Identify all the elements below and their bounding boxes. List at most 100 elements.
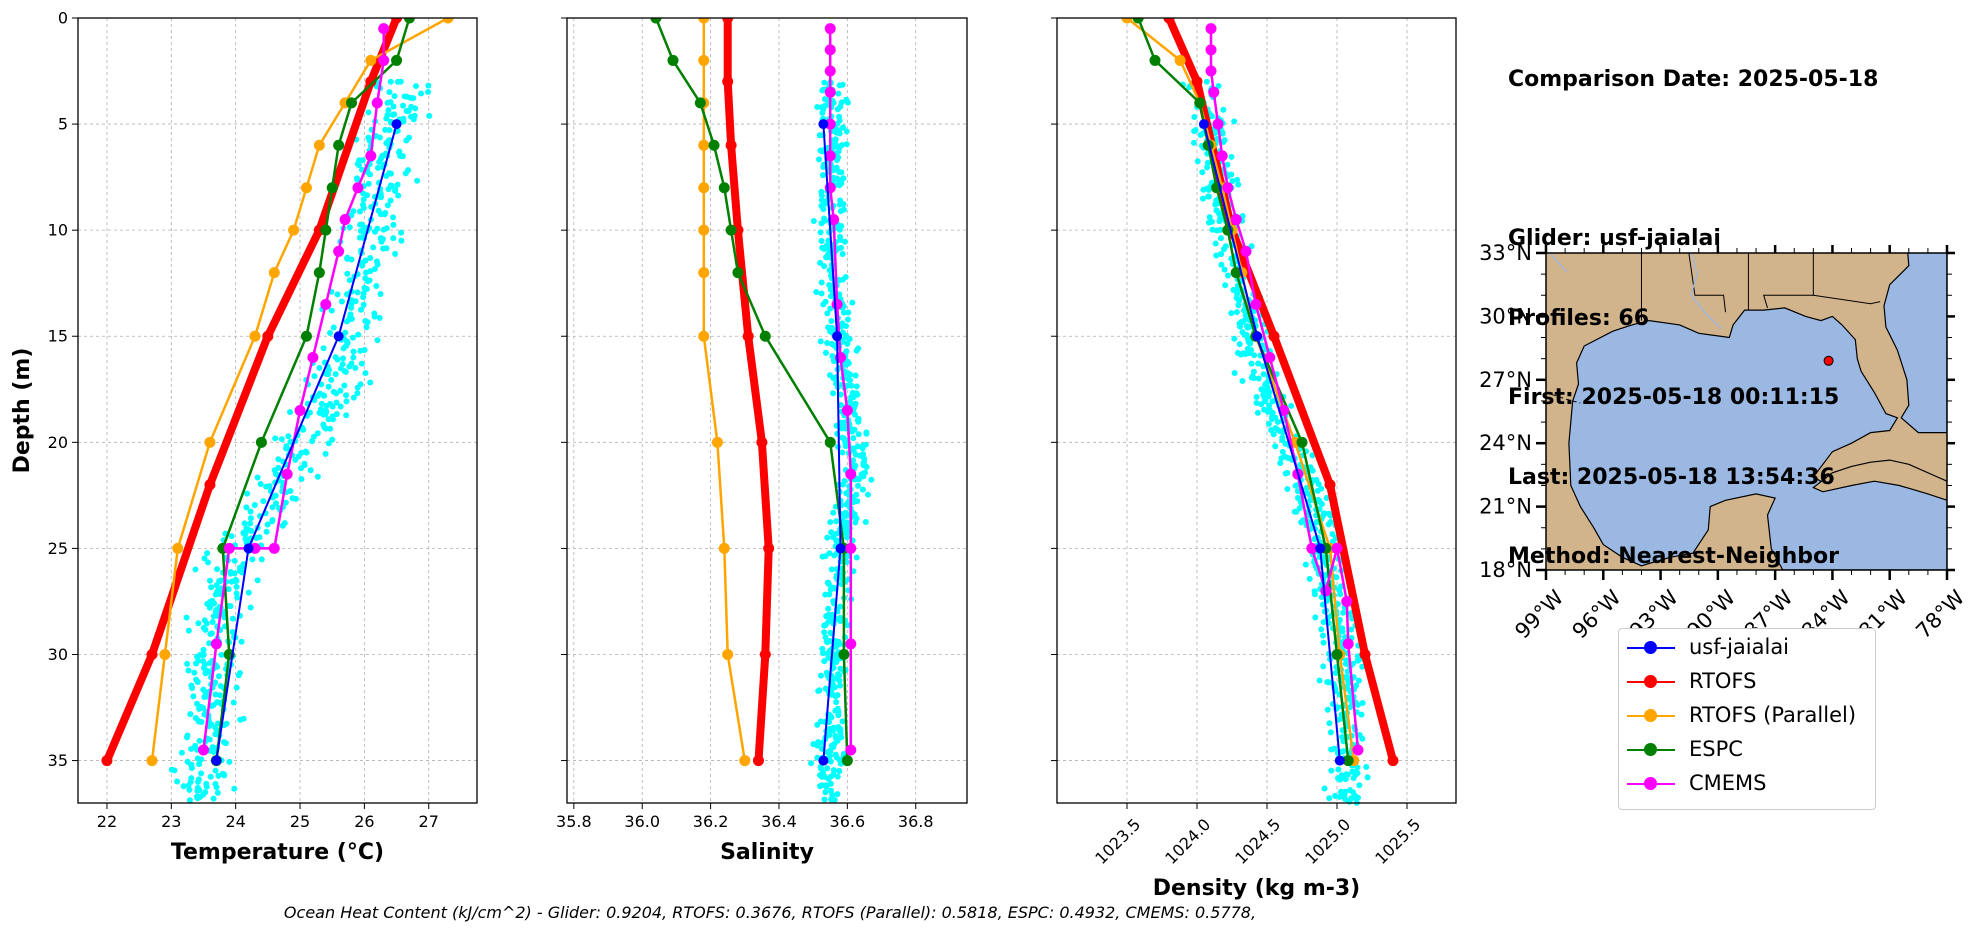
glider-cast-point [1321,785,1328,792]
glider-cast-point [196,737,203,744]
glider-cast-point [1284,454,1291,461]
glider-cast-point [193,660,200,667]
glider-cast-point [822,634,829,641]
glider-cast-point [1332,670,1339,677]
glider-cast-point [813,288,820,295]
glider-cast-point [390,235,397,242]
y-tick-label: 0 [58,9,68,28]
legend-marker [1644,641,1657,654]
glider-cast-point [844,340,851,347]
glider-cast-point [254,577,261,584]
glider-cast-point [254,474,261,481]
glider-cast-point [854,482,861,489]
data-point [365,150,377,162]
glider-cast-point [1200,186,1207,193]
glider-cast-point [1339,734,1346,741]
glider-cast-point [350,394,357,401]
glider-cast-point [847,371,854,378]
data-point [759,648,771,660]
data-point [818,755,829,766]
glider-cast-point [353,175,360,182]
glider-cast-point [377,291,384,298]
glider-cast-point [360,294,367,301]
glider-cast-point [333,411,340,418]
glider-cast-point [1250,368,1257,375]
glider-cast-point [334,291,341,298]
data-point [223,542,235,554]
glider-cast-point [821,796,828,803]
glider-cast-point [1336,616,1343,623]
glider-cast-point [200,652,207,659]
glider-cast-point [425,82,432,89]
glider-cast-point [234,594,241,601]
data-point [1205,65,1217,77]
glider-cast-point [364,192,371,199]
series-group [650,18,857,767]
glider-cast-point [1220,106,1227,113]
glider-cast-point [843,128,850,135]
data-point [210,638,222,650]
glider-cast-point [327,329,334,336]
glider-cast-point [247,520,254,527]
glider-cast-point [1217,235,1224,242]
glider-cast-point [374,225,381,232]
data-point [1216,150,1228,162]
legend-label: CMEMS [1689,771,1767,795]
data-point [204,479,216,491]
data-point [824,436,836,448]
data-point [333,245,345,257]
glider-cast-point [275,464,282,471]
glider-cast-point [196,761,203,768]
data-point [378,54,390,66]
glider-cast-point [360,196,367,203]
glider-cast-point [826,550,833,557]
glider-cast-point [200,658,207,665]
glider-cast-point [390,214,397,221]
data-point [694,97,706,109]
glider-cast-point [188,775,195,782]
glider-cast-point [824,339,831,346]
glider-cast-point [816,156,823,163]
glider-cast-point [247,515,254,522]
glider-cast-point [829,353,836,360]
glider-cast-point [349,334,356,341]
series-line [215,123,398,761]
glider-cast-point [1242,351,1249,358]
glider-cast-point [1324,595,1331,602]
glider-cast-point [325,383,332,390]
glider-cast-point [1316,677,1323,684]
glider-cast-point [1358,711,1365,718]
glider-cast-point [1335,775,1342,782]
data-point [159,648,171,660]
data-point [1352,744,1364,756]
glider-cast-point [825,237,832,244]
data-point [243,543,254,554]
data-point [838,648,850,660]
glider-cast-point [214,588,221,595]
glider-cast-point [236,567,243,574]
data-point [268,267,280,279]
glider-cast-point [212,731,219,738]
glider-cast-point [817,338,824,345]
glider-cast-point [1213,252,1220,259]
glider-cast-point [207,631,214,638]
glider-cast-point [832,751,839,758]
glider-cast-point [817,259,824,266]
glider-cast-point [230,699,237,706]
glider-cast-point [213,607,220,614]
glider-cast-point [391,93,398,100]
data-point [742,330,754,342]
glider-cast-point [226,758,233,765]
glider-cast-point [810,218,817,225]
glider-cast-point [314,473,321,480]
data-point [1359,648,1371,660]
glider-cast-point [366,137,373,144]
country-border [1546,392,1581,404]
glider-cast-point [392,250,399,257]
glider-cast-point [1327,729,1334,736]
glider-cast-point [346,277,353,284]
glider-cast-point [358,360,365,367]
glider-cast-point [194,700,201,707]
glider-cast-point [350,354,357,361]
glider-cast-point [373,283,380,290]
